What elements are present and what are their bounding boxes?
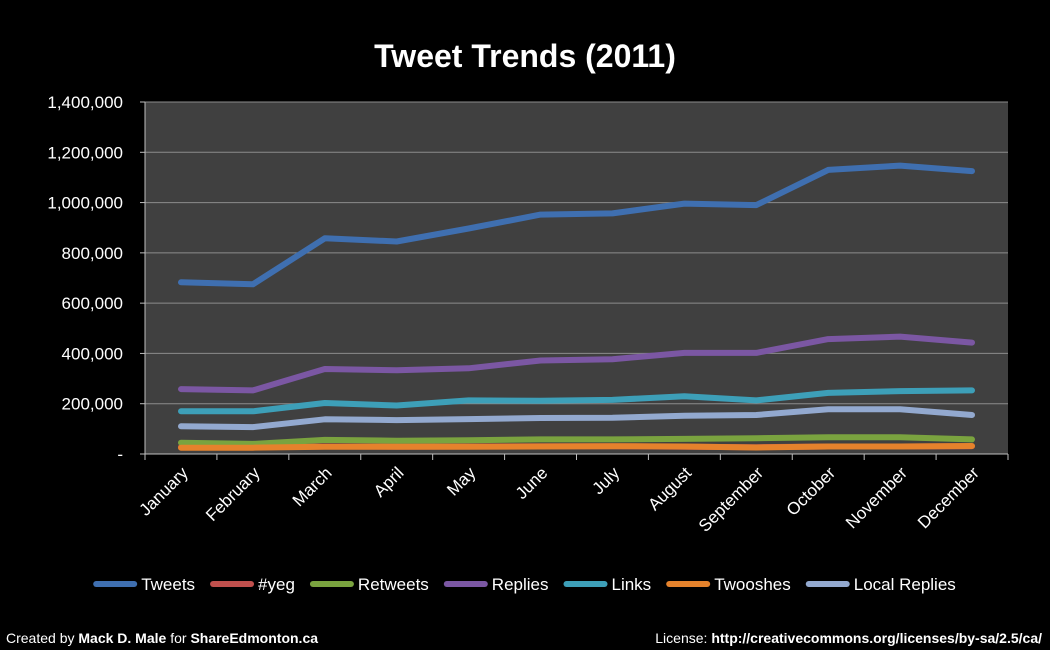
x-tick-label: December bbox=[914, 463, 983, 532]
y-tick-label: 400,000 bbox=[62, 344, 123, 363]
x-tick-label: July bbox=[588, 463, 623, 498]
x-tick-label: April bbox=[370, 463, 407, 500]
gridlines bbox=[145, 101, 1008, 405]
chart-title: Tweet Trends (2011) bbox=[374, 38, 676, 74]
legend-label-replies: Replies bbox=[492, 575, 549, 594]
x-tick-label: November bbox=[842, 463, 911, 532]
series-line-retweets bbox=[178, 434, 975, 447]
footer-author: Mack D. Male bbox=[78, 630, 167, 646]
y-tick-label: 1,000,000 bbox=[47, 194, 123, 213]
x-tick-label: September bbox=[695, 463, 767, 535]
y-tick-label: - bbox=[117, 445, 123, 464]
legend-label-links: Links bbox=[612, 575, 652, 594]
series-line-links bbox=[178, 387, 975, 415]
x-tick-label: March bbox=[289, 463, 336, 510]
legend: Tweets #yeg Retweets Replies Links Twooshes Lo… bbox=[93, 575, 956, 594]
footer-license-url: http://creativecommons.org/licenses/by-s… bbox=[711, 630, 1042, 646]
x-tick-label: February bbox=[202, 463, 264, 525]
footer-site: ShareEdmonton.ca bbox=[190, 630, 319, 646]
footer-credit-prefix: Created by bbox=[6, 630, 79, 646]
x-tick-label: October bbox=[783, 463, 839, 519]
y-axis-ticks: - 200,000 400,000 600,000 800,000 1,000,000 1,… bbox=[47, 93, 123, 464]
footer-credit: Created by Mack D. Male for ShareEdmonto… bbox=[6, 630, 318, 646]
footer-license: License: http://creativecommons.org/lice… bbox=[655, 630, 1042, 646]
legend-label-local-replies: Local Replies bbox=[854, 575, 956, 594]
footer-license-prefix: License: bbox=[655, 630, 712, 646]
y-tick-label: 1,400,000 bbox=[47, 93, 123, 112]
legend-label-twooshes: Twooshes bbox=[714, 575, 791, 594]
series-line-local-replies bbox=[178, 406, 975, 431]
footer-credit-mid: for bbox=[166, 630, 191, 646]
y-tick-label: 600,000 bbox=[62, 294, 123, 313]
x-tick-label: January bbox=[136, 463, 193, 520]
axes bbox=[140, 101, 1009, 460]
legend-label-tweets: Tweets bbox=[141, 575, 195, 594]
y-tick-label: 1,200,000 bbox=[47, 143, 123, 162]
legend-label-retweets: Retweets bbox=[358, 575, 429, 594]
y-tick-label: 800,000 bbox=[62, 244, 123, 263]
series-line-twooshes bbox=[178, 443, 975, 451]
series-lines bbox=[178, 162, 975, 451]
series-line-tweets bbox=[178, 162, 975, 288]
y-tick-label: 200,000 bbox=[62, 395, 123, 414]
series-line-replies bbox=[178, 333, 975, 394]
plot-area bbox=[145, 102, 1008, 454]
x-tick-label: August bbox=[644, 463, 695, 514]
x-tick-label: June bbox=[512, 463, 552, 503]
x-axis-ticks: January February March April May June July Augu… bbox=[136, 463, 984, 536]
x-tick-label: May bbox=[443, 463, 479, 499]
legend-label-yeg: #yeg bbox=[258, 575, 295, 594]
